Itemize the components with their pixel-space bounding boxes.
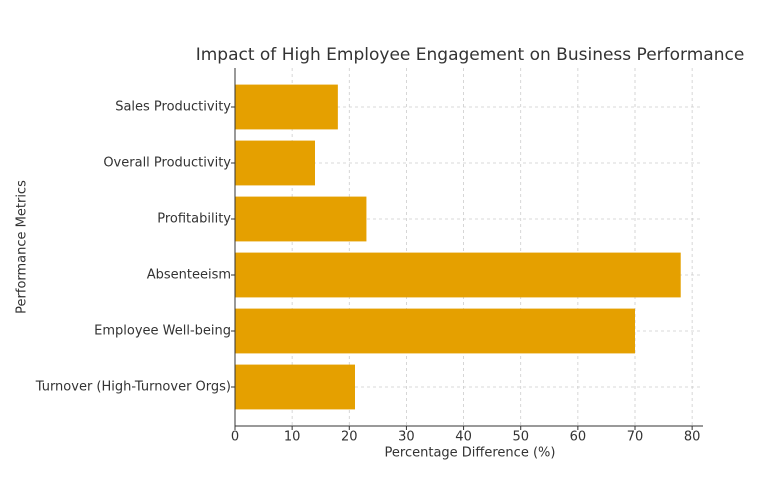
x-tick-label: 0 (231, 430, 239, 445)
y-tick-label: Profitability (157, 212, 231, 227)
x-tick-label: 30 (398, 430, 415, 445)
y-tick-label: Absenteeism (147, 268, 231, 283)
x-tick-label: 40 (455, 430, 472, 445)
x-tick-label: 80 (684, 430, 701, 445)
x-tick-label: 10 (284, 430, 301, 445)
x-axis-label: Percentage Difference (%) (385, 446, 556, 461)
bar (235, 364, 355, 410)
chart-title: Impact of High Employee Engagement on Bu… (196, 45, 745, 65)
y-tick-label: Overall Productivity (103, 156, 231, 171)
y-axis-label: Performance Metrics (15, 180, 30, 314)
x-tick-label: 20 (341, 430, 358, 445)
bar (235, 308, 635, 354)
bar (235, 252, 681, 298)
y-tick-label: Sales Productivity (115, 100, 231, 115)
bar (235, 196, 367, 242)
y-tick-label: Employee Well-being (94, 324, 231, 339)
bar (235, 140, 315, 186)
x-tick-label: 70 (627, 430, 644, 445)
y-tick-label: Turnover (High-Turnover Orgs) (35, 380, 231, 395)
bar (235, 84, 338, 130)
x-tick-label: 50 (512, 430, 529, 445)
x-tick-label: 60 (570, 430, 587, 445)
